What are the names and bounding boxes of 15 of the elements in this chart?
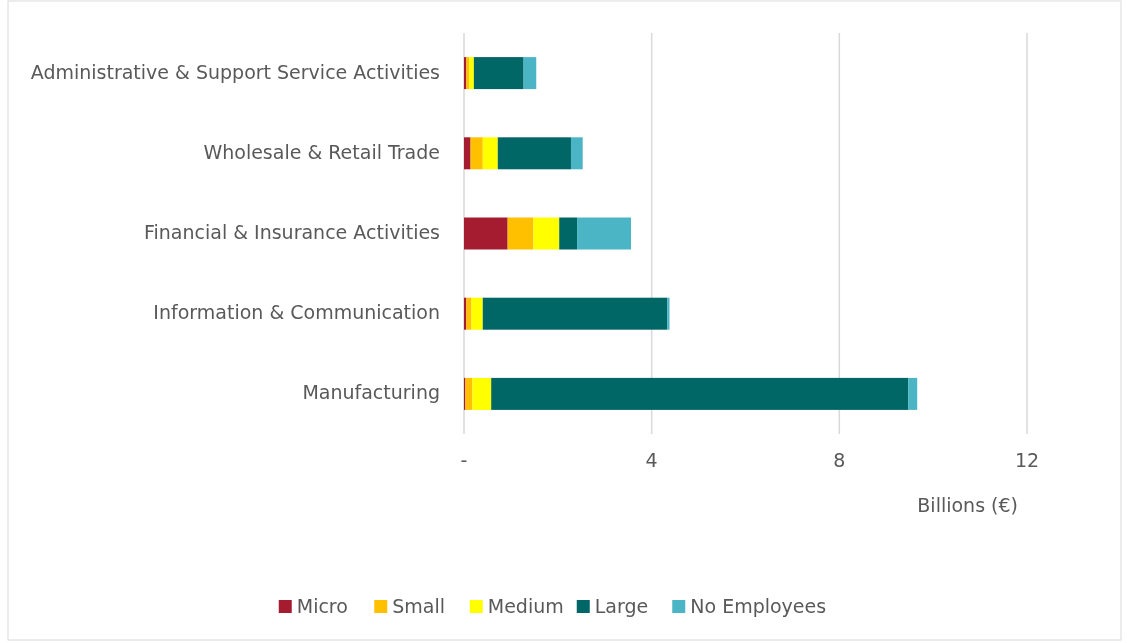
x-tick-label: 12: [1014, 449, 1040, 471]
x-tick-label: 8: [833, 449, 846, 471]
y-tick-label: Wholesale & Retail Trade: [203, 140, 440, 163]
legend-label: Micro: [296, 594, 348, 617]
y-tick-label: Manufacturing: [302, 381, 440, 404]
x-axis-title: Billions (€): [917, 494, 1018, 516]
legend-label: Small: [392, 594, 446, 617]
legend-label: Large: [594, 594, 649, 617]
legend-label: Medium: [487, 594, 564, 617]
x-tick-label: -: [460, 449, 468, 471]
legend-label: No Employees: [690, 594, 827, 617]
x-tick-label: 4: [645, 449, 658, 471]
y-tick-label: Information & Communication: [153, 301, 440, 324]
y-tick-label: Administrative & Support Service Activities: [30, 60, 440, 83]
y-tick-label: Financial & Insurance Activities: [143, 221, 440, 243]
